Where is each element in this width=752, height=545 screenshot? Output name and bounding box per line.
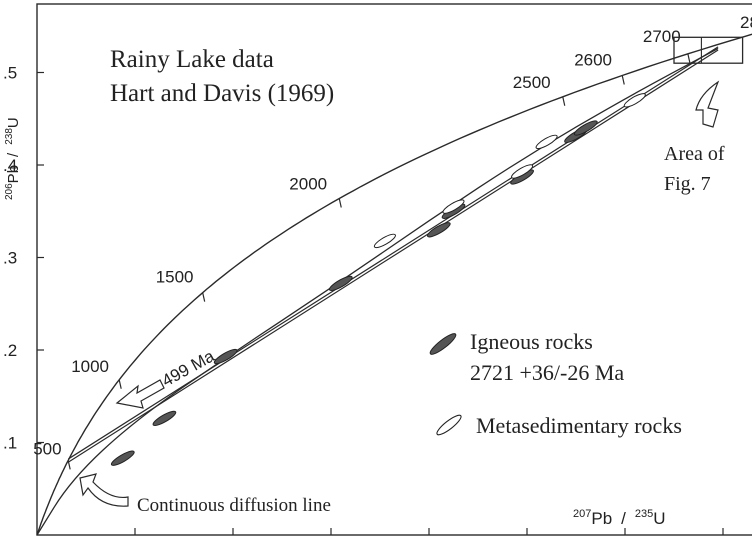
fig7-inset-box [673,36,744,64]
chart-title: Rainy Lake data [110,46,274,73]
metasedimentary-point-2 [623,93,646,108]
discordia-line-lower [68,49,719,463]
annotation-continuous-diffusion: Continuous diffusion line [79,473,331,516]
concordia-age-label-5: 2600 [574,51,612,70]
concordia-age-label-3: 2000 [289,175,327,194]
concordia-age-label-6: 2700 [643,27,681,46]
x-label-sep: / [621,509,626,528]
igneous-point-0 [328,275,353,292]
annotation-area-fig7-line2: Fig. 7 [664,173,711,195]
concordia-age-tick-5 [621,75,625,85]
arrow-up-icon [695,80,720,128]
chart-subtitle: Hart and Davis (1969) [110,80,334,107]
annotation-area-fig7: Area of Fig. 7 [664,80,725,195]
curved-arrow-icon [79,473,129,507]
y-tick-label-2: .3 [3,249,17,268]
legend-metasedimentary-marker [436,414,462,436]
concordia-age-tick-3 [338,198,342,208]
discordia-line-upper [68,46,719,460]
x-axis-label: 207Pb / 235U [573,508,666,528]
y-tick-label-0: .1 [3,434,17,453]
y-label-element-b: U [5,117,22,128]
x-label-iso-b: 235 [635,508,653,520]
legend-igneous-label: Igneous rocks [470,329,593,354]
annotation-area-fig7-line1: Area of [664,143,725,165]
metasedimentary-point-1 [535,134,558,150]
y-tick-label-4: .5 [3,64,17,83]
concordia-age-tick-0 [67,460,71,470]
legend: Igneous rocks 2721 +36/-26 Ma Metasedime… [429,329,682,438]
plot-frame [36,3,752,536]
concordia-age-label-7: 28 [740,13,752,32]
concordia-age-tick-4 [562,96,566,106]
y-label-iso-b: 238 [4,128,15,145]
igneous-point-5 [573,120,598,136]
axis-ticks: .1 .2 .3 .4 .5 [3,64,724,535]
concordia-age-label-2: 1500 [156,268,194,287]
metasedimentary-point-4 [511,164,534,179]
metasedimentary-point-0 [373,233,396,249]
y-label-sep: / [5,152,22,157]
data-points [110,93,646,466]
concordia-age-tick-6 [687,53,691,63]
y-axis-label: 206Pb / 238U [4,117,22,200]
y-label-element-a: Pb [5,165,22,183]
igneous-point-1 [426,222,451,238]
y-tick-label-1: .2 [3,341,17,360]
metasedimentary-point-3 [442,199,465,214]
x-label-iso-a: 207 [573,508,591,520]
concordia-age-labels: 500 1000 1500 2000 2500 2600 2700 28 [33,13,752,470]
concordia-age-label-4: 2500 [513,73,551,92]
concordia-age-tick-2 [202,292,206,302]
arrow-left-icon [115,379,165,409]
concordia-curve [36,33,752,536]
y-label-iso-a: 206 [4,183,15,200]
continuous-diffusion-curve [36,47,719,536]
igneous-point-6 [213,348,238,365]
y-tick-label-3: .4 [3,156,17,175]
annotation-continuous-diffusion-label: Continuous diffusion line [137,495,331,516]
concordia-age-label-1: 1000 [71,357,109,376]
svg-text:206Pb/238U: 206Pb / 238U [4,117,22,200]
legend-igneous-age: 2721 +36/-26 Ma [470,360,624,385]
igneous-point-8 [110,450,135,466]
x-label-element-b: U [653,509,665,528]
x-label-element-a: Pb [591,509,612,528]
concordia-age-label-0: 500 [33,439,61,458]
igneous-point-7 [152,410,177,427]
legend-metasedimentary-label: Metasedimentary rocks [476,413,682,438]
legend-igneous-marker [429,333,457,355]
concordia-age-tick-1 [118,379,122,389]
